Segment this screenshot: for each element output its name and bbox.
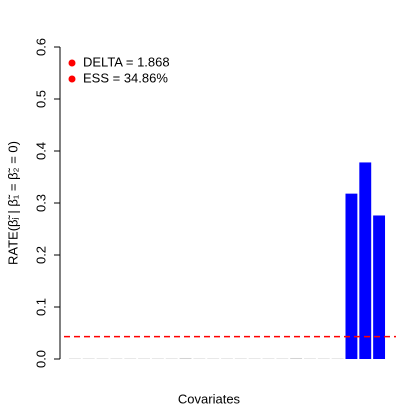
y-tick-label: 0.4	[33, 142, 48, 160]
y-tick-label: 0.5	[33, 90, 48, 108]
bar	[304, 358, 316, 359]
bar	[124, 358, 137, 359]
bar	[138, 358, 150, 359]
bar	[68, 358, 81, 359]
bar	[234, 358, 247, 359]
legend-marker	[68, 75, 76, 83]
y-tick-label: 0.1	[33, 298, 48, 316]
bar	[82, 358, 95, 359]
y-tick-label: 0.3	[33, 194, 48, 212]
bar	[262, 358, 275, 359]
y-tick-label: 0.2	[33, 246, 48, 264]
legend-marker	[68, 59, 76, 67]
x-axis-label: Covariates	[178, 391, 241, 406]
bar	[193, 358, 206, 359]
bar	[110, 358, 123, 359]
bar	[331, 358, 344, 359]
bar	[151, 358, 164, 359]
y-axis-label: RATE(β̃ⱼ | β̃₁ = β̃₂ = 0)	[5, 141, 20, 265]
bar	[317, 358, 330, 359]
bar	[165, 358, 178, 359]
bar	[290, 357, 303, 359]
bar	[248, 358, 261, 359]
bar	[359, 162, 372, 359]
bar	[373, 215, 386, 359]
bar	[221, 358, 233, 359]
y-tick-label: 0.6	[33, 38, 48, 56]
bar	[179, 357, 192, 359]
bar	[207, 358, 220, 359]
bar	[345, 193, 358, 359]
legend-label: DELTA = 1.868	[83, 54, 170, 69]
bar	[276, 358, 289, 359]
bar	[96, 358, 109, 359]
y-tick-label: 0.0	[33, 350, 48, 368]
legend-label: ESS = 34.86%	[83, 70, 168, 85]
